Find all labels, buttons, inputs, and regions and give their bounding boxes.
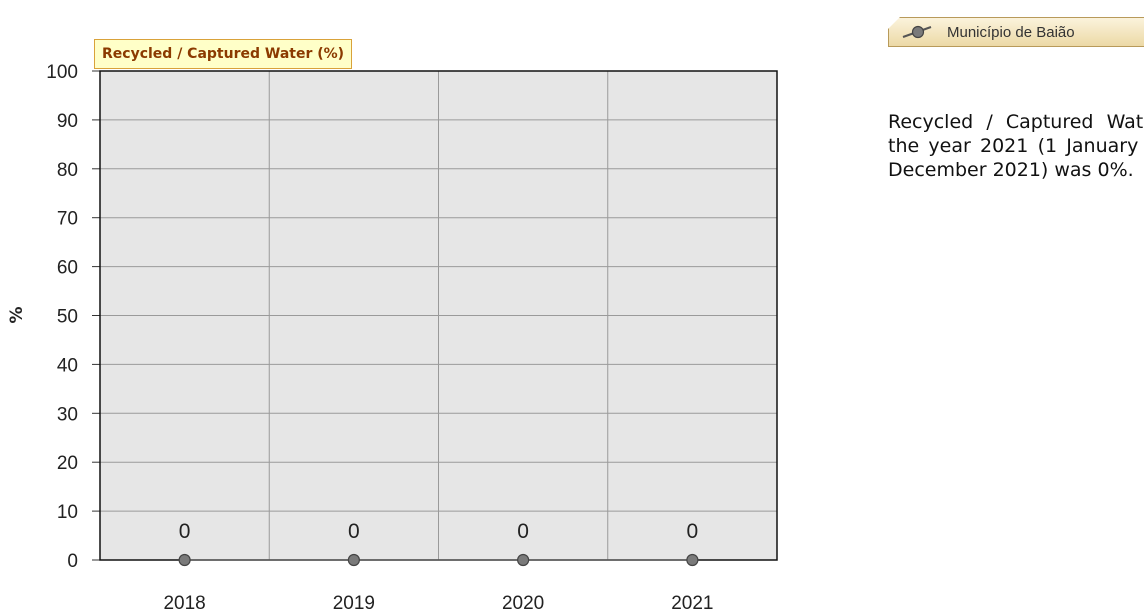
x-tick-label: 2019 <box>333 593 375 614</box>
y-tick-label: 50 <box>57 307 78 328</box>
line-marker-icon <box>902 25 932 39</box>
x-tick-label: 2021 <box>671 593 713 614</box>
data-label: 0 <box>517 520 529 543</box>
x-tick-label: 2020 <box>502 593 544 614</box>
y-tick-label: 10 <box>57 502 78 523</box>
data-label: 0 <box>687 520 699 543</box>
summary-text: Recycled / Captured Water (%) for the ye… <box>888 111 1144 181</box>
legend[interactable]: Município de Baião <box>888 17 1144 47</box>
summary-panel: Recycled / Captured Water (%) for the ye… <box>888 110 1144 210</box>
legend-label: Município de Baião <box>947 23 1075 41</box>
y-tick-label: 80 <box>57 160 78 181</box>
y-tick-label: 100 <box>46 62 78 83</box>
y-tick-label: 0 <box>67 551 78 572</box>
data-point <box>517 553 530 567</box>
x-tick-label: 2018 <box>163 593 205 614</box>
y-tick-label: 90 <box>57 111 78 132</box>
y-tick-label: 60 <box>57 258 78 279</box>
y-tick-label: 40 <box>57 355 78 376</box>
data-label: 0 <box>348 520 360 543</box>
y-tick-label: 70 <box>57 209 78 230</box>
y-tick-label: 20 <box>57 453 78 474</box>
data-point <box>686 553 699 567</box>
y-axis-title: % <box>7 306 27 323</box>
data-label: 0 <box>179 520 191 543</box>
data-point <box>178 553 191 567</box>
y-tick-label: 30 <box>57 404 78 425</box>
chart-title: Recycled / Captured Water (%) <box>94 39 353 69</box>
data-point <box>347 553 360 567</box>
